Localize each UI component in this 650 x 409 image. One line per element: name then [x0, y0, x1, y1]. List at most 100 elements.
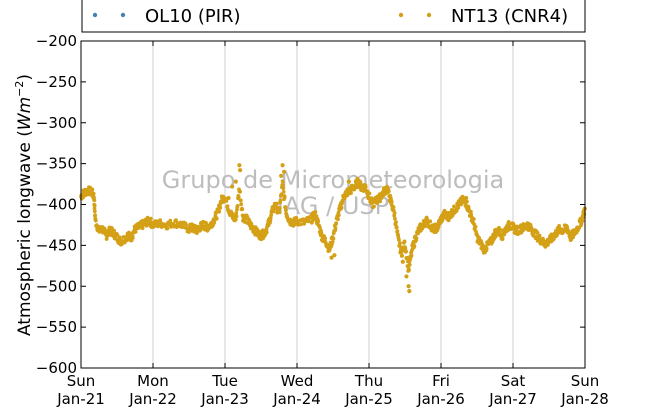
data-point	[299, 222, 304, 227]
data-point	[331, 236, 336, 241]
data-point	[279, 192, 284, 197]
y-tick-label: −600	[36, 359, 77, 377]
x-tick-label-day: Sun	[571, 372, 600, 390]
legend-label: NT13 (CNR4)	[451, 6, 568, 27]
x-tick-label-day: Wed	[281, 372, 314, 390]
data-point	[264, 230, 269, 235]
data-point	[571, 235, 575, 240]
x-tick-label-day: Thu	[354, 372, 383, 390]
data-point	[281, 186, 286, 191]
data-point	[555, 233, 559, 238]
data-point	[414, 236, 419, 241]
data-point	[294, 215, 299, 220]
data-point	[436, 225, 441, 229]
data-point	[477, 236, 482, 240]
data-point-outlier	[346, 179, 351, 184]
data-point	[234, 211, 239, 216]
data-point-outlier	[464, 195, 469, 201]
data-point	[280, 179, 285, 184]
legend-frame	[81, 0, 586, 33]
data-point-outlier	[226, 195, 231, 201]
data-point-outlier	[332, 253, 337, 258]
data-point	[283, 208, 288, 213]
data-point	[281, 190, 286, 194]
data-point	[92, 198, 97, 203]
watermark-line-1: Grupo de Micrometeorologia	[162, 166, 504, 194]
data-point	[336, 213, 341, 218]
data-point	[500, 236, 505, 241]
data-point	[456, 205, 461, 210]
data-point	[409, 253, 414, 258]
data-point	[165, 226, 170, 231]
data-point-outlier	[279, 173, 284, 178]
data-point	[392, 211, 397, 216]
data-point	[405, 255, 410, 260]
data-point	[386, 189, 391, 194]
data-point	[358, 182, 363, 187]
data-point	[81, 195, 86, 200]
data-point	[393, 216, 397, 221]
data-point	[316, 219, 321, 224]
x-tick-label-day: Fri	[432, 372, 450, 390]
data-point	[306, 219, 311, 224]
data-point	[484, 246, 489, 251]
data-point	[282, 195, 287, 200]
data-point	[115, 233, 120, 237]
data-point	[403, 246, 408, 251]
data-point	[274, 202, 279, 207]
data-point	[407, 263, 412, 267]
data-point-outlier	[280, 163, 285, 168]
y-tick-label: −500	[36, 277, 77, 295]
data-point	[378, 199, 383, 204]
x-tick-label-date: Jan-24	[272, 390, 321, 408]
data-point	[394, 220, 398, 224]
x-tick-label-date: Jan-25	[344, 390, 393, 408]
data-point	[234, 214, 239, 219]
data-point	[133, 229, 138, 234]
data-point	[428, 219, 433, 224]
data-point-outlier	[404, 274, 409, 279]
data-point	[407, 268, 411, 273]
data-point	[92, 203, 97, 208]
data-point	[334, 221, 339, 226]
y-tick-label: −450	[36, 236, 77, 254]
data-point	[92, 209, 97, 214]
data-point	[174, 218, 178, 223]
data-point	[269, 213, 273, 218]
x-tick-label-date: Jan-27	[488, 390, 537, 408]
y-axis-label: Atmospheric longwave (Wm−2)	[13, 74, 35, 336]
legend-label: OL10 (PIR)	[145, 6, 241, 27]
grid-lines	[152, 41, 514, 368]
data-point	[148, 216, 153, 221]
data-point	[582, 212, 587, 217]
data-point	[323, 236, 327, 241]
x-tick-label-date: Jan-22	[128, 390, 177, 408]
data-point	[93, 213, 97, 218]
data-point	[400, 253, 404, 258]
data-point	[394, 225, 399, 230]
y-tick-label: −250	[36, 73, 77, 91]
data-point	[336, 217, 340, 222]
data-point	[402, 239, 407, 244]
data-point-outlier	[237, 163, 242, 168]
y-tick-label: −300	[36, 114, 77, 132]
x-axis: SunJan-21MonJan-22TueJan-23WedJan-24ThuJ…	[56, 41, 609, 408]
data-point	[425, 216, 429, 221]
data-point	[118, 235, 122, 240]
data-point	[471, 217, 476, 221]
data-point-outlier	[230, 184, 235, 189]
data-point	[214, 216, 219, 221]
data-point	[507, 222, 512, 227]
legend-marker	[426, 12, 432, 18]
data-point	[330, 240, 335, 244]
data-point	[469, 212, 474, 217]
data-point	[397, 238, 401, 242]
data-point	[239, 202, 244, 207]
data-point	[580, 219, 585, 223]
data-point	[465, 199, 469, 204]
y-axis: −200 −250 −300 −350 −400 −450 −500 −550 −600	[36, 32, 585, 377]
data-point-outlier	[233, 179, 238, 184]
data-point	[225, 204, 230, 209]
data-point	[235, 204, 240, 208]
